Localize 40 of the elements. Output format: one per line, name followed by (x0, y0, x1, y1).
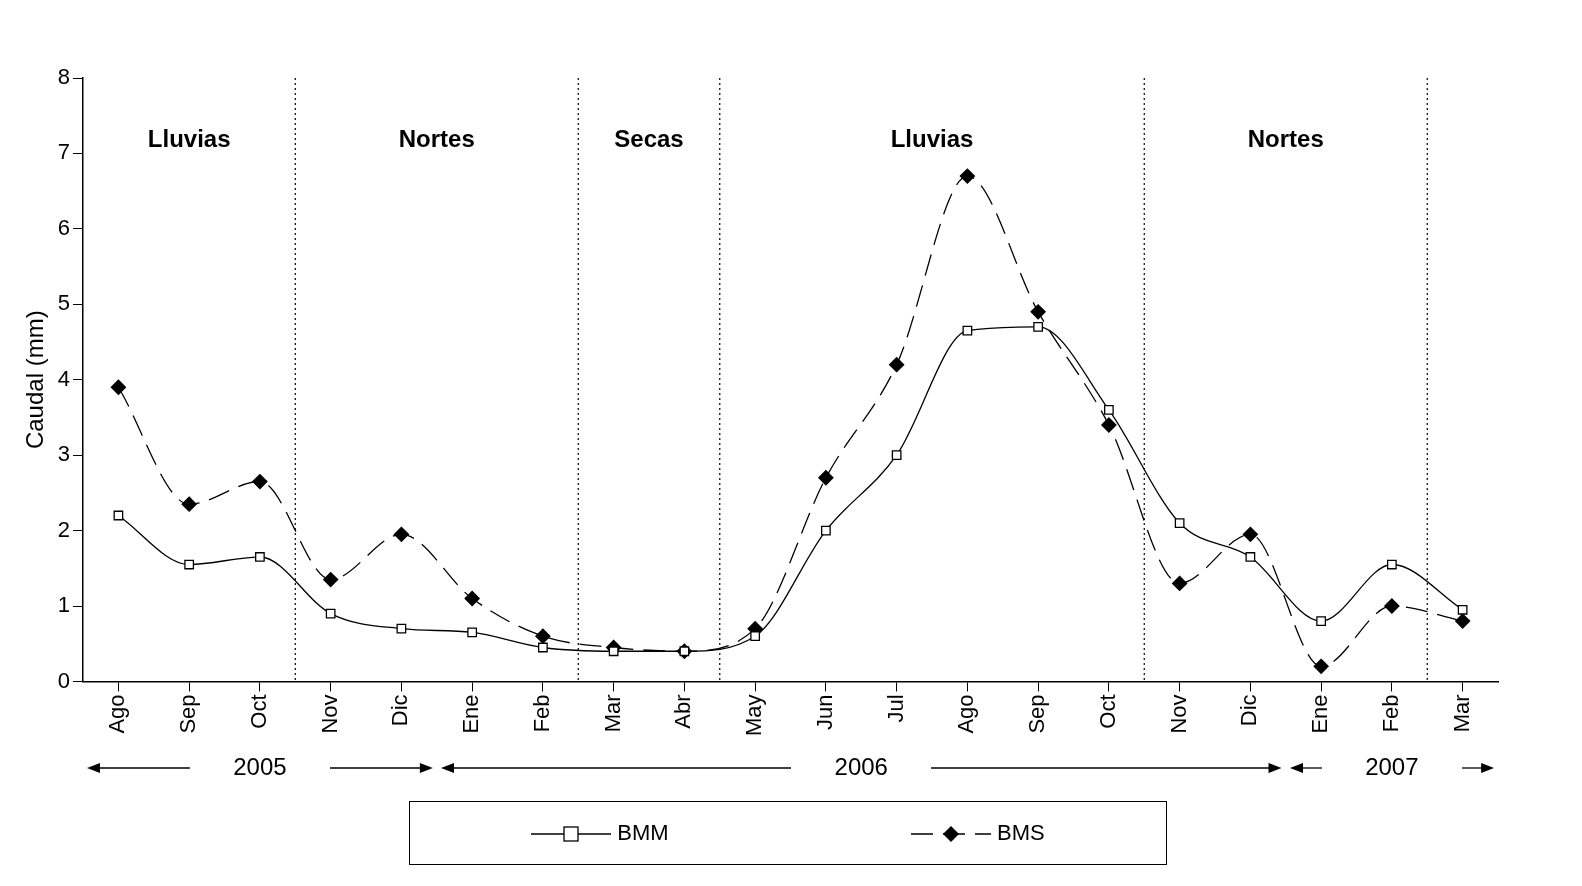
x-tick-label: Nov (316, 694, 342, 734)
x-tick-label: Jul (882, 694, 908, 723)
y-tick-label: 5 (57, 290, 71, 316)
x-tick-label: Sep (1024, 694, 1050, 734)
y-tick-label: 1 (57, 592, 71, 618)
x-tick-label: Nov (1165, 694, 1191, 734)
annotation: Lluvias (890, 124, 974, 152)
annotation: Secas (614, 124, 684, 152)
y-tick-label: 8 (57, 64, 71, 90)
x-tick-label: Ene (1307, 694, 1333, 734)
x-tick-label: Dic (1236, 694, 1262, 727)
annotation: Nortes (398, 124, 475, 152)
y-axis-title: Caudal (mm) (21, 310, 49, 450)
x-tick-label: Feb (528, 694, 554, 733)
legend-label: BMS (996, 819, 1045, 847)
x-tick-label: Oct (245, 694, 271, 729)
x-tick-label: Jun (811, 694, 837, 730)
x-tick-label: Oct (1094, 694, 1120, 729)
annotation: Nortes (1247, 124, 1324, 152)
text: 2005 (232, 753, 288, 781)
y-tick-label: 2 (57, 516, 71, 542)
x-tick-label: Ago (953, 694, 979, 734)
x-tick-label: Abr (670, 694, 696, 729)
text: 2007 (1364, 753, 1420, 781)
x-tick-label: Feb (1377, 694, 1403, 733)
text: 2006 (833, 753, 889, 781)
annotation: Lluvias (147, 124, 231, 152)
x-tick-label: Mar (1448, 694, 1474, 733)
y-tick-label: 6 (57, 214, 71, 240)
x-tick-label: Dic (387, 694, 413, 727)
legend-label: BMM (616, 819, 669, 847)
x-tick-label: Mar (599, 694, 625, 733)
y-tick-label: 4 (57, 365, 71, 391)
y-tick-label: 7 (57, 139, 71, 165)
x-tick-label: May (741, 694, 767, 736)
x-tick-label: Ago (104, 694, 130, 734)
x-tick-label: Sep (175, 694, 201, 734)
y-tick-label: 3 (57, 441, 71, 467)
x-tick-label: Ene (458, 694, 484, 734)
y-tick-label: 0 (57, 667, 71, 693)
